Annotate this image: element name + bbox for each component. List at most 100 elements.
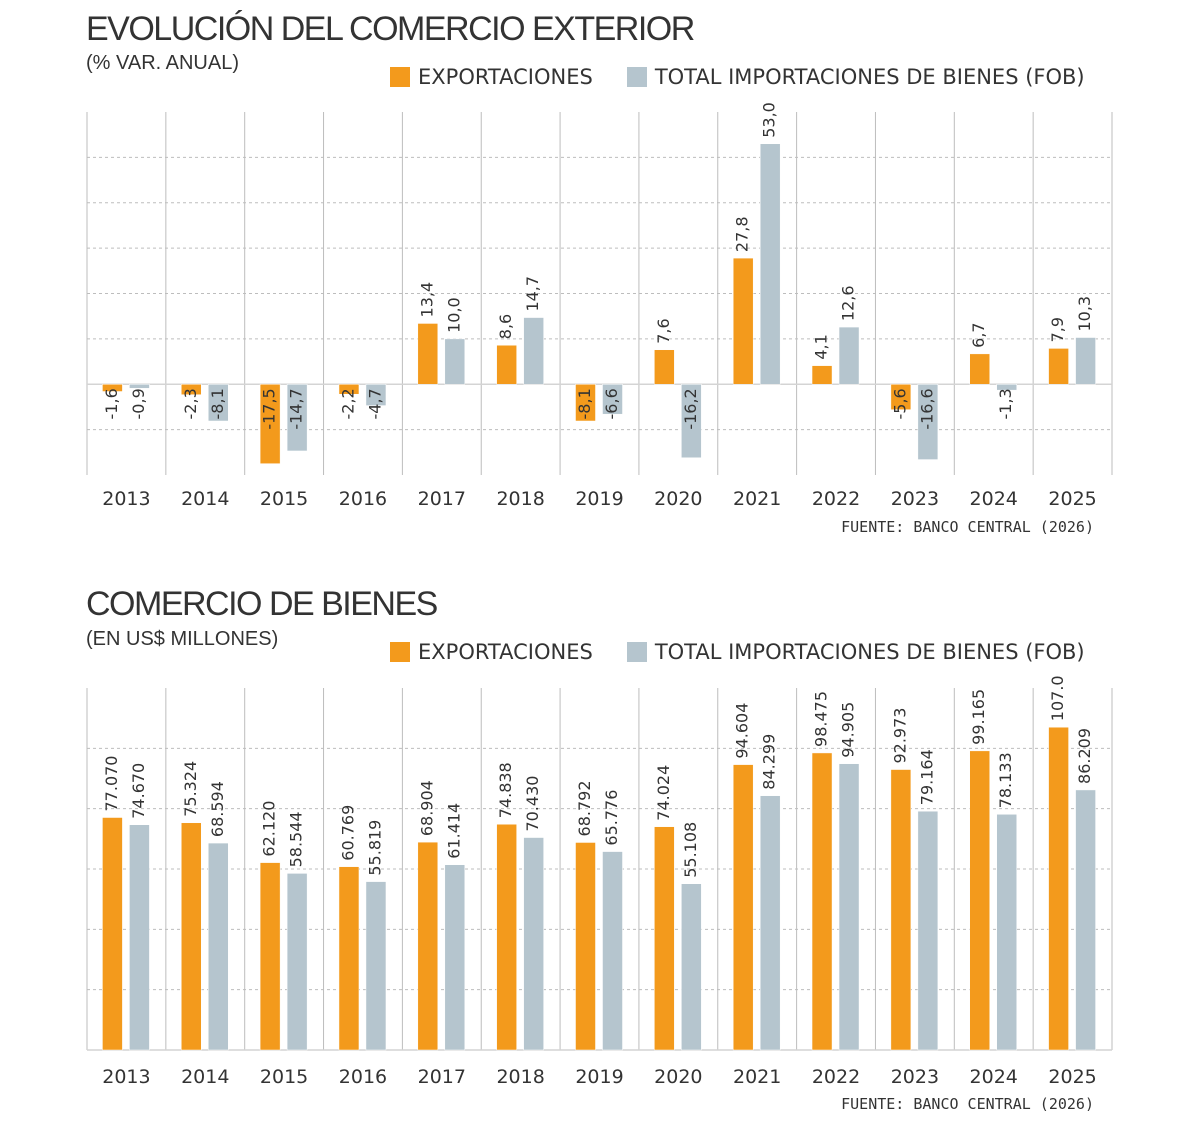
label-imports-2019: 65.776 — [602, 790, 621, 846]
label-exports-2021: 27,8 — [733, 216, 752, 252]
chart1-subtitle: (% VAR. ANUAL) — [86, 52, 239, 74]
label-exports-2015: 62.120 — [260, 801, 279, 857]
label-exports-2016: -2,2 — [338, 388, 357, 419]
bar-imports-2013 — [129, 824, 150, 1051]
label-imports-2013: 74.670 — [129, 763, 148, 819]
year-label-2022: 2022 — [812, 488, 860, 510]
bar-exports-2015 — [259, 384, 281, 464]
label-imports-2017: 10,0 — [444, 297, 463, 333]
chart1-source: FUENTE: BANCO CENTRAL (2026) — [841, 518, 1094, 536]
label-imports-2022: 94.905 — [839, 702, 858, 758]
chart1-title: EVOLUCIÓN DEL COMERCIO EXTERIOR — [86, 10, 695, 48]
chart2-subtitle: (EN US$ MILLONES) — [86, 628, 279, 650]
bar-exports-2017 — [417, 841, 439, 1051]
label-imports-2021: 84.299 — [760, 734, 779, 790]
label-exports-2024: 6,7 — [969, 322, 988, 347]
year-label-2015: 2015 — [260, 1066, 308, 1088]
label-imports-2024: 78.133 — [996, 752, 1015, 808]
bar-exports-2023 — [890, 769, 912, 1051]
year-label-2023: 2023 — [891, 488, 939, 510]
year-label-2018: 2018 — [496, 1066, 544, 1088]
label-exports-2017: 68.904 — [417, 780, 436, 836]
label-exports-2023: -5,6 — [890, 388, 909, 419]
year-label-2020: 2020 — [654, 1066, 702, 1088]
bar-imports-2016 — [365, 881, 387, 1051]
bar-imports-2025 — [1075, 337, 1096, 385]
bar-imports-2021 — [759, 143, 781, 385]
bar-imports-2016 — [365, 384, 387, 406]
bar-exports-2025 — [1048, 726, 1069, 1051]
bar-exports-2023 — [890, 384, 912, 410]
label-imports-2025: 86.209 — [1075, 728, 1094, 784]
bar-imports-2017 — [444, 864, 466, 1051]
bar-imports-2025 — [1075, 789, 1096, 1051]
label-exports-2025: 107.004 — [1048, 675, 1067, 721]
legend-label-exports: EXPORTACIONES — [418, 640, 593, 664]
label-imports-2020: -16,2 — [681, 388, 700, 429]
legend-swatch-imports — [626, 67, 647, 87]
label-exports-2023: 92.973 — [890, 708, 909, 764]
label-imports-2023: 79.164 — [917, 749, 936, 805]
bar-exports-2020 — [654, 349, 675, 385]
year-label-2016: 2016 — [339, 488, 387, 510]
label-exports-2018: 8,6 — [496, 314, 515, 339]
bar-imports-2017 — [444, 338, 466, 385]
year-label-2014: 2014 — [181, 1066, 229, 1088]
chart2-source: FUENTE: BANCO CENTRAL (2026) — [841, 1095, 1094, 1113]
label-imports-2014: -8,1 — [208, 388, 227, 419]
label-imports-2025: 10,3 — [1075, 296, 1094, 332]
label-imports-2018: 70.430 — [523, 776, 542, 832]
bar-exports-2019 — [575, 842, 596, 1051]
chart2-plot: 77.070 74.670 2013 75.324 68.594 2014 62.120 58… — [86, 675, 1113, 1088]
bar-exports-2014 — [181, 384, 202, 395]
bar-exports-2016 — [338, 866, 360, 1051]
year-label-2022: 2022 — [812, 1066, 860, 1088]
label-imports-2023: -16,6 — [917, 388, 936, 429]
bar-imports-2022 — [838, 763, 860, 1051]
label-exports-2013: 77.070 — [102, 756, 121, 812]
bar-exports-2015 — [259, 862, 281, 1051]
label-exports-2016: 60.769 — [338, 805, 357, 861]
bar-imports-2020 — [681, 883, 702, 1051]
bar-exports-2019 — [575, 384, 596, 422]
year-label-2025: 2025 — [1048, 1066, 1096, 1088]
label-imports-2024: -1,3 — [996, 388, 1015, 419]
chart2-title: COMERCIO DE BIENES — [86, 585, 438, 623]
bar-exports-2025 — [1048, 348, 1069, 385]
bar-imports-2019 — [602, 851, 623, 1051]
bar-exports-2022 — [811, 752, 833, 1051]
bar-exports-2021 — [732, 257, 754, 385]
year-label-2024: 2024 — [970, 488, 1018, 510]
bar-exports-2013 — [102, 384, 123, 392]
bar-imports-2024 — [996, 384, 1017, 391]
label-imports-2015: 58.544 — [287, 811, 306, 867]
label-exports-2024: 99.165 — [969, 689, 988, 745]
chart2-legend: EXPORTACIONES TOTAL IMPORTACIONES DE BIE… — [390, 639, 1085, 665]
year-label-2021: 2021 — [733, 1066, 781, 1088]
label-exports-2014: 75.324 — [181, 761, 200, 817]
bar-imports-2019 — [602, 384, 623, 415]
year-label-2015: 2015 — [260, 488, 308, 510]
label-exports-2022: 98.475 — [812, 691, 831, 747]
label-imports-2019: -6,6 — [602, 388, 621, 419]
bar-imports-2020 — [681, 384, 702, 459]
label-imports-2020: 55.108 — [681, 822, 700, 878]
bar-exports-2013 — [102, 817, 123, 1051]
legend-label-exports: EXPORTACIONES — [418, 65, 593, 89]
bar-imports-2013 — [129, 384, 150, 389]
year-label-2013: 2013 — [102, 1066, 150, 1088]
year-label-2024: 2024 — [970, 1066, 1018, 1088]
label-imports-2016: -4,7 — [365, 388, 384, 419]
year-label-2017: 2017 — [418, 1066, 466, 1088]
legend-swatch-exports — [390, 67, 410, 87]
label-imports-2018: 14,7 — [523, 276, 542, 312]
bar-exports-2018 — [496, 823, 517, 1051]
label-exports-2020: 74.024 — [654, 765, 673, 821]
label-exports-2021: 94.604 — [733, 703, 752, 759]
label-exports-2015: -17,5 — [260, 388, 279, 429]
label-exports-2019: 68.792 — [575, 780, 594, 836]
label-exports-2022: 4,1 — [812, 334, 831, 359]
label-imports-2021: 53,0 — [760, 102, 779, 138]
bar-imports-2022 — [838, 326, 860, 385]
chart1-legend: EXPORTACIONES TOTAL IMPORTACIONES DE BIE… — [390, 64, 1085, 90]
